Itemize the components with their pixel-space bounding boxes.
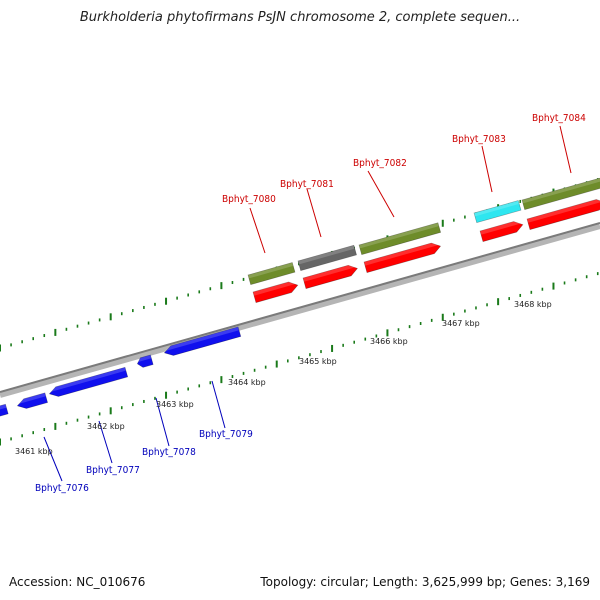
cds-bphyt-7082 xyxy=(363,242,442,273)
gene-bphyt-7084 xyxy=(521,176,600,210)
topology-stats: Topology: circular; Length: 3,625,999 bp… xyxy=(260,575,590,589)
gene-bphyt-7082-highlight xyxy=(359,222,439,249)
labels: Bphyt_7081 Bphyt_7082 Bphyt_7083 Bphyt_7084… xyxy=(35,113,586,494)
gene-label-forward: Bphyt_7084 xyxy=(532,113,586,124)
scale-label: 3462 kbp xyxy=(87,422,125,431)
gene-bphyt-7082 xyxy=(358,222,442,255)
scale-labels: 3461 kbp 3462 kbp 3463 kbp 3464 kbp 3465 kbp… xyxy=(15,300,552,456)
cds-reverse-start-highlight xyxy=(0,404,7,412)
cds-bphyt-7077-highlight xyxy=(48,367,126,393)
label-leader xyxy=(306,188,322,238)
cds-reverse-start xyxy=(0,403,9,417)
features xyxy=(0,176,600,417)
cds-bphyt-7079-shape xyxy=(163,326,242,356)
gene-bphyt-7083-highlight xyxy=(474,200,520,217)
gene-bphyt-7080-highlight xyxy=(248,262,294,279)
cds-bphyt-7077 xyxy=(48,366,129,397)
gene-bphyt-7081-highlight xyxy=(298,245,355,265)
cds-bphyt-7076-highlight xyxy=(16,392,46,405)
scale-label: 3464 kbp xyxy=(228,378,266,387)
gene-label-forward: Bphyt_7082 xyxy=(353,158,407,169)
cds-bphyt-7076-shape xyxy=(16,392,48,409)
label-leader xyxy=(249,207,266,254)
scale-label: 3466 kbp xyxy=(370,337,408,346)
cds-bphyt-7081-highlight xyxy=(303,265,357,282)
label-leader xyxy=(155,397,170,447)
cds-bphyt-7083-shape xyxy=(479,221,524,242)
gene-label-reverse: Bphyt_7076 xyxy=(35,483,89,494)
label-leader xyxy=(367,170,395,218)
gene-bphyt-7084-highlight xyxy=(522,176,600,204)
cds-bphyt-7084 xyxy=(526,199,600,230)
gene-label-reverse: Bphyt_7078 xyxy=(142,447,196,458)
cds-reverse-start-shape xyxy=(0,403,9,417)
label-leader xyxy=(211,380,226,429)
cds-bphyt-7083 xyxy=(479,221,524,242)
gene-bphyt-7082-shape xyxy=(358,222,442,255)
scale-label: 3467 kbp xyxy=(442,319,480,328)
cds-bphyt-7084-shape xyxy=(526,199,600,230)
label-leader xyxy=(43,436,63,482)
label-leader xyxy=(559,125,572,174)
cds-bphyt-7076 xyxy=(16,392,48,409)
gene-bphyt-7080-shape xyxy=(247,262,296,285)
cds-bphyt-7081 xyxy=(302,264,358,289)
map-title: Burkholderia phytofirmans PsJN chromosom… xyxy=(79,10,521,25)
scale-label: 3463 kbp xyxy=(156,400,194,409)
cds-bphyt-7078 xyxy=(136,354,154,368)
cds-bphyt-7080 xyxy=(252,281,299,303)
gene-label-reverse: Bphyt_7079 xyxy=(199,429,253,440)
gene-label-forward: Bphyt_7080 xyxy=(222,194,276,205)
gene-bphyt-7081 xyxy=(297,244,357,271)
cds-bphyt-7079 xyxy=(163,326,242,356)
cds-bphyt-7079-highlight xyxy=(163,326,240,352)
gene-bphyt-7083 xyxy=(473,200,522,223)
cds-bphyt-7080-shape xyxy=(252,281,299,303)
scale-label: 3468 kbp xyxy=(514,300,552,309)
gene-label-forward: Bphyt_7083 xyxy=(452,134,506,145)
cds-bphyt-7080-highlight xyxy=(253,281,298,296)
label-leader xyxy=(481,145,493,193)
label-leaders xyxy=(43,125,572,482)
cds-bphyt-7083-highlight xyxy=(480,221,523,235)
scale-label: 3465 kbp xyxy=(299,357,337,366)
cds-bphyt-7082-shape xyxy=(363,242,442,273)
gene-bphyt-7084-shape xyxy=(521,176,600,210)
cds-bphyt-7078-shape xyxy=(136,354,154,368)
accession-text: Accession: NC_010676 xyxy=(9,575,146,589)
cds-bphyt-7081-shape xyxy=(302,264,358,289)
gene-label-forward: Bphyt_7081 xyxy=(280,179,334,190)
cds-bphyt-7078-highlight xyxy=(136,354,152,363)
backbone xyxy=(0,222,600,398)
gene-bphyt-7083-shape xyxy=(473,200,522,223)
label-leader xyxy=(98,420,113,464)
gene-label-reverse: Bphyt_7077 xyxy=(86,465,140,476)
cds-bphyt-7084-highlight xyxy=(527,199,600,223)
gene-bphyt-7080 xyxy=(247,262,296,285)
cds-bphyt-7082-highlight xyxy=(364,243,441,266)
cds-bphyt-7077-shape xyxy=(48,366,129,397)
scale-label: 3461 kbp xyxy=(15,447,53,456)
gene-bphyt-7081-shape xyxy=(297,244,357,271)
tick-row-lower xyxy=(0,272,599,446)
